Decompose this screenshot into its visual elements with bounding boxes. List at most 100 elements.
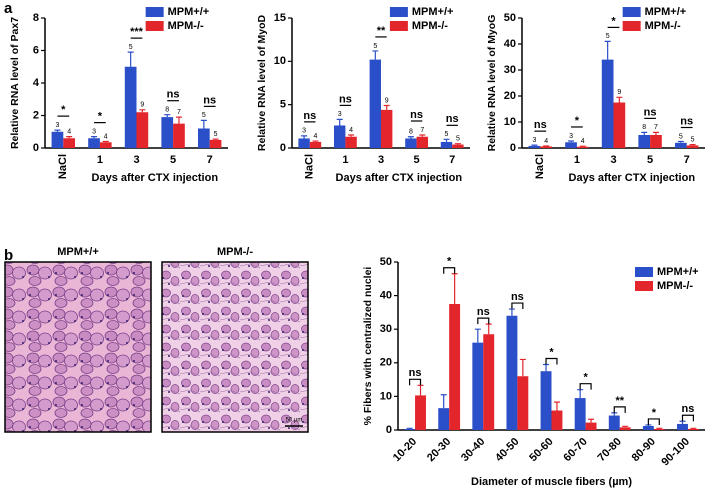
- n-label: 7: [654, 124, 658, 131]
- significance-label: ns: [534, 119, 547, 131]
- image-label: MPM+/+: [57, 246, 99, 258]
- significance-bracket: [477, 317, 490, 325]
- y-tick-label: 30: [380, 323, 392, 335]
- x-tick-label: 1: [342, 154, 348, 166]
- significance-label: ns: [511, 291, 524, 303]
- n-label: 8: [165, 107, 169, 114]
- significance-bracket: [443, 267, 456, 274]
- bar: [197, 128, 210, 148]
- n-label: 5: [129, 44, 133, 51]
- y-tick-label: 0: [510, 142, 516, 154]
- y-tick-label: 8: [33, 12, 39, 24]
- significance-bracket: [647, 418, 660, 425]
- bar: [517, 376, 529, 430]
- y-tick-label: 10: [504, 116, 516, 128]
- significance-label: *: [652, 407, 657, 419]
- n-label: 4: [349, 127, 353, 134]
- error-bar: [127, 51, 134, 67]
- error-bar: [200, 119, 207, 129]
- bar: [416, 136, 428, 148]
- n-label: 5: [456, 136, 460, 143]
- error-bar: [451, 273, 458, 304]
- x-tick-label: 7: [449, 154, 455, 166]
- bar: [540, 371, 552, 430]
- bar: [136, 112, 149, 148]
- error-bar: [485, 323, 492, 335]
- n-label: 3: [55, 122, 59, 129]
- bar: [653, 428, 665, 430]
- bar: [209, 139, 222, 148]
- n-label: 9: [617, 89, 621, 96]
- y-tick-label: 0: [33, 142, 39, 154]
- x-tick-label: 70-80: [596, 436, 624, 464]
- bar: [674, 142, 687, 148]
- error-bar: [622, 425, 629, 428]
- x-tick-label: 50-60: [527, 436, 555, 464]
- error-bar: [440, 394, 447, 409]
- significance-label: *: [583, 372, 588, 384]
- x-tick-label: 40-50: [493, 436, 521, 464]
- significance-label: ns: [680, 115, 693, 127]
- bar: [601, 59, 614, 148]
- error-bar: [336, 118, 343, 126]
- bar: [686, 145, 699, 148]
- n-label: 9: [385, 97, 389, 104]
- bar: [415, 395, 426, 430]
- n-label: 5: [202, 112, 206, 119]
- significance-label: ns: [167, 89, 180, 101]
- significance-label: *: [98, 111, 103, 123]
- error-bar: [543, 145, 550, 147]
- error-bar: [519, 358, 526, 377]
- error-bar: [588, 418, 595, 423]
- bar: [677, 423, 688, 430]
- n-label: 3: [338, 111, 342, 118]
- n-label: 5: [214, 131, 218, 138]
- bar: [642, 425, 654, 430]
- x-tick-label: 7: [207, 154, 213, 166]
- bar: [613, 102, 626, 148]
- y-tick-label: 6: [33, 44, 39, 56]
- x-tick-label: 5: [170, 154, 176, 166]
- y-tick-label: 0: [280, 142, 286, 154]
- x-tick-label: NaCl: [304, 154, 316, 179]
- x-tick-label: 60-70: [561, 436, 589, 464]
- significance-label: ns: [644, 106, 657, 118]
- bar: [173, 123, 185, 148]
- legend-swatch: [389, 7, 408, 17]
- significance-label: *: [447, 256, 452, 268]
- error-bar: [139, 109, 146, 113]
- n-label: 3: [532, 137, 536, 144]
- error-bar: [419, 134, 426, 137]
- bar: [540, 146, 553, 148]
- legend-label: MPM-/-: [657, 280, 693, 292]
- legend-label: MPM+/+: [657, 266, 699, 278]
- error-bar: [677, 140, 684, 143]
- legend-swatch: [635, 267, 653, 277]
- x-tick-label: 90-100: [659, 436, 692, 469]
- x-tick-label: 1: [574, 154, 580, 166]
- error-bar: [407, 136, 414, 139]
- error-bar: [372, 50, 379, 60]
- significance-label: **: [377, 25, 386, 37]
- n-label: 5: [373, 43, 377, 50]
- bar: [440, 141, 453, 148]
- error-bar: [689, 144, 696, 146]
- scale-bar-label: 50 µm: [286, 418, 303, 424]
- error-bar: [645, 424, 652, 426]
- bar: [472, 342, 484, 430]
- error-bar: [312, 140, 319, 142]
- error-bar: [212, 138, 219, 140]
- significance-label: ns: [682, 403, 695, 415]
- legend-label: MPM-/-: [645, 20, 681, 32]
- significance-label: ***: [130, 26, 144, 38]
- legend-label: MPM-/-: [412, 20, 448, 32]
- significance-label: ns: [477, 306, 490, 318]
- n-label: 5: [691, 136, 695, 143]
- error-bar: [508, 308, 515, 316]
- bar: [51, 131, 64, 148]
- x-tick-label: 1: [97, 154, 103, 166]
- error-bar: [604, 40, 611, 60]
- x-tick-label: NaCl: [57, 154, 69, 179]
- x-axis-label: Diameter of muscle fibers (µm): [471, 476, 632, 488]
- significance-label: *: [611, 15, 616, 27]
